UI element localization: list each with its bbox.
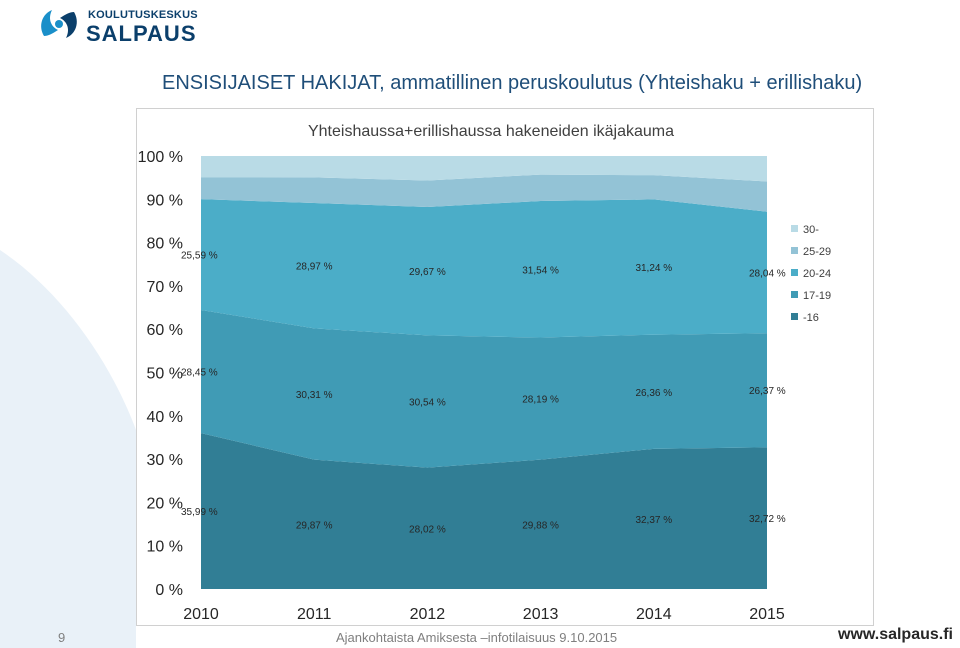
data-label: 31,54 % bbox=[522, 265, 559, 276]
area-series-30 bbox=[201, 156, 767, 182]
data-label: 25,59 % bbox=[181, 251, 218, 262]
area-series-2529 bbox=[201, 174, 767, 212]
y-tick-label: 50 % bbox=[147, 366, 183, 383]
y-tick-label: 90 % bbox=[147, 192, 183, 209]
x-tick-label: 2015 bbox=[749, 606, 785, 623]
legend-label: 30- bbox=[803, 224, 819, 236]
data-label: 29,88 % bbox=[522, 520, 559, 531]
y-tick-label: 40 % bbox=[147, 409, 183, 426]
data-label: 30,54 % bbox=[409, 398, 446, 409]
data-label: 28,45 % bbox=[181, 368, 218, 379]
area-series-2024 bbox=[201, 199, 767, 338]
y-tick-label: 20 % bbox=[147, 495, 183, 512]
legend-label: -16 bbox=[803, 312, 819, 324]
data-label: 26,37 % bbox=[749, 386, 786, 397]
chart-title: Yhteishaussa+erillishaussa hakeneiden ik… bbox=[308, 123, 674, 140]
salpaus-logo-icon bbox=[41, 10, 77, 38]
x-tick-label: 2013 bbox=[523, 606, 559, 623]
x-tick-label: 2014 bbox=[636, 606, 672, 623]
area-chart: Yhteishaussa+erillishaussa hakeneiden ik… bbox=[138, 123, 832, 623]
footer-text: Ajankohtaista Amiksesta –infotilaisuus 9… bbox=[336, 630, 618, 645]
data-label: 28,02 % bbox=[409, 524, 446, 535]
y-tick-label: 80 % bbox=[147, 236, 183, 253]
legend-label: 17-19 bbox=[803, 290, 831, 302]
data-label: 35,99 % bbox=[181, 507, 218, 518]
area-series-16 bbox=[201, 433, 767, 589]
y-tick-label: 70 % bbox=[147, 279, 183, 296]
data-label: 28,19 % bbox=[522, 395, 559, 406]
page-number: 9 bbox=[58, 630, 66, 645]
data-label: 31,24 % bbox=[635, 263, 672, 274]
chart-frame: Yhteishaussa+erillishaussa hakeneiden ik… bbox=[136, 108, 874, 626]
logo-text-small: KOULUTUSKESKUS bbox=[88, 9, 198, 21]
y-tick-label: 10 % bbox=[147, 539, 183, 556]
x-tick-label: 2012 bbox=[410, 606, 446, 623]
data-label: 26,36 % bbox=[635, 388, 672, 399]
data-label: 29,67 % bbox=[409, 267, 446, 278]
y-tick-label: 100 % bbox=[138, 149, 183, 166]
slide-title: ENSISIJAISET HAKIJAT, ammatillinen perus… bbox=[162, 72, 863, 94]
legend-swatch bbox=[791, 291, 798, 298]
data-label: 28,97 % bbox=[296, 262, 333, 273]
x-tick-label: 2011 bbox=[297, 606, 332, 623]
data-label: 32,37 % bbox=[635, 515, 672, 526]
data-label: 30,31 % bbox=[296, 390, 333, 401]
y-tick-label: 30 % bbox=[147, 452, 183, 469]
x-tick-label: 2010 bbox=[183, 606, 219, 623]
footer-url[interactable]: www.salpaus.fi bbox=[838, 626, 953, 643]
legend-swatch bbox=[791, 313, 798, 320]
legend-label: 25-29 bbox=[803, 246, 831, 258]
area-series-1719 bbox=[201, 309, 767, 468]
legend-swatch bbox=[791, 247, 798, 254]
data-label: 32,72 % bbox=[749, 514, 786, 525]
legend-swatch bbox=[791, 269, 798, 276]
legend-swatch bbox=[791, 225, 798, 232]
y-tick-label: 0 % bbox=[155, 582, 183, 599]
logo-text-big: SALPAUS bbox=[86, 21, 197, 46]
salpaus-logo: KOULUTUSKESKUS SALPAUS bbox=[36, 4, 226, 48]
data-label: 29,87 % bbox=[296, 520, 333, 531]
y-tick-label: 60 % bbox=[147, 322, 183, 339]
legend-label: 20-24 bbox=[803, 268, 831, 280]
data-label: 28,04 % bbox=[749, 268, 786, 279]
